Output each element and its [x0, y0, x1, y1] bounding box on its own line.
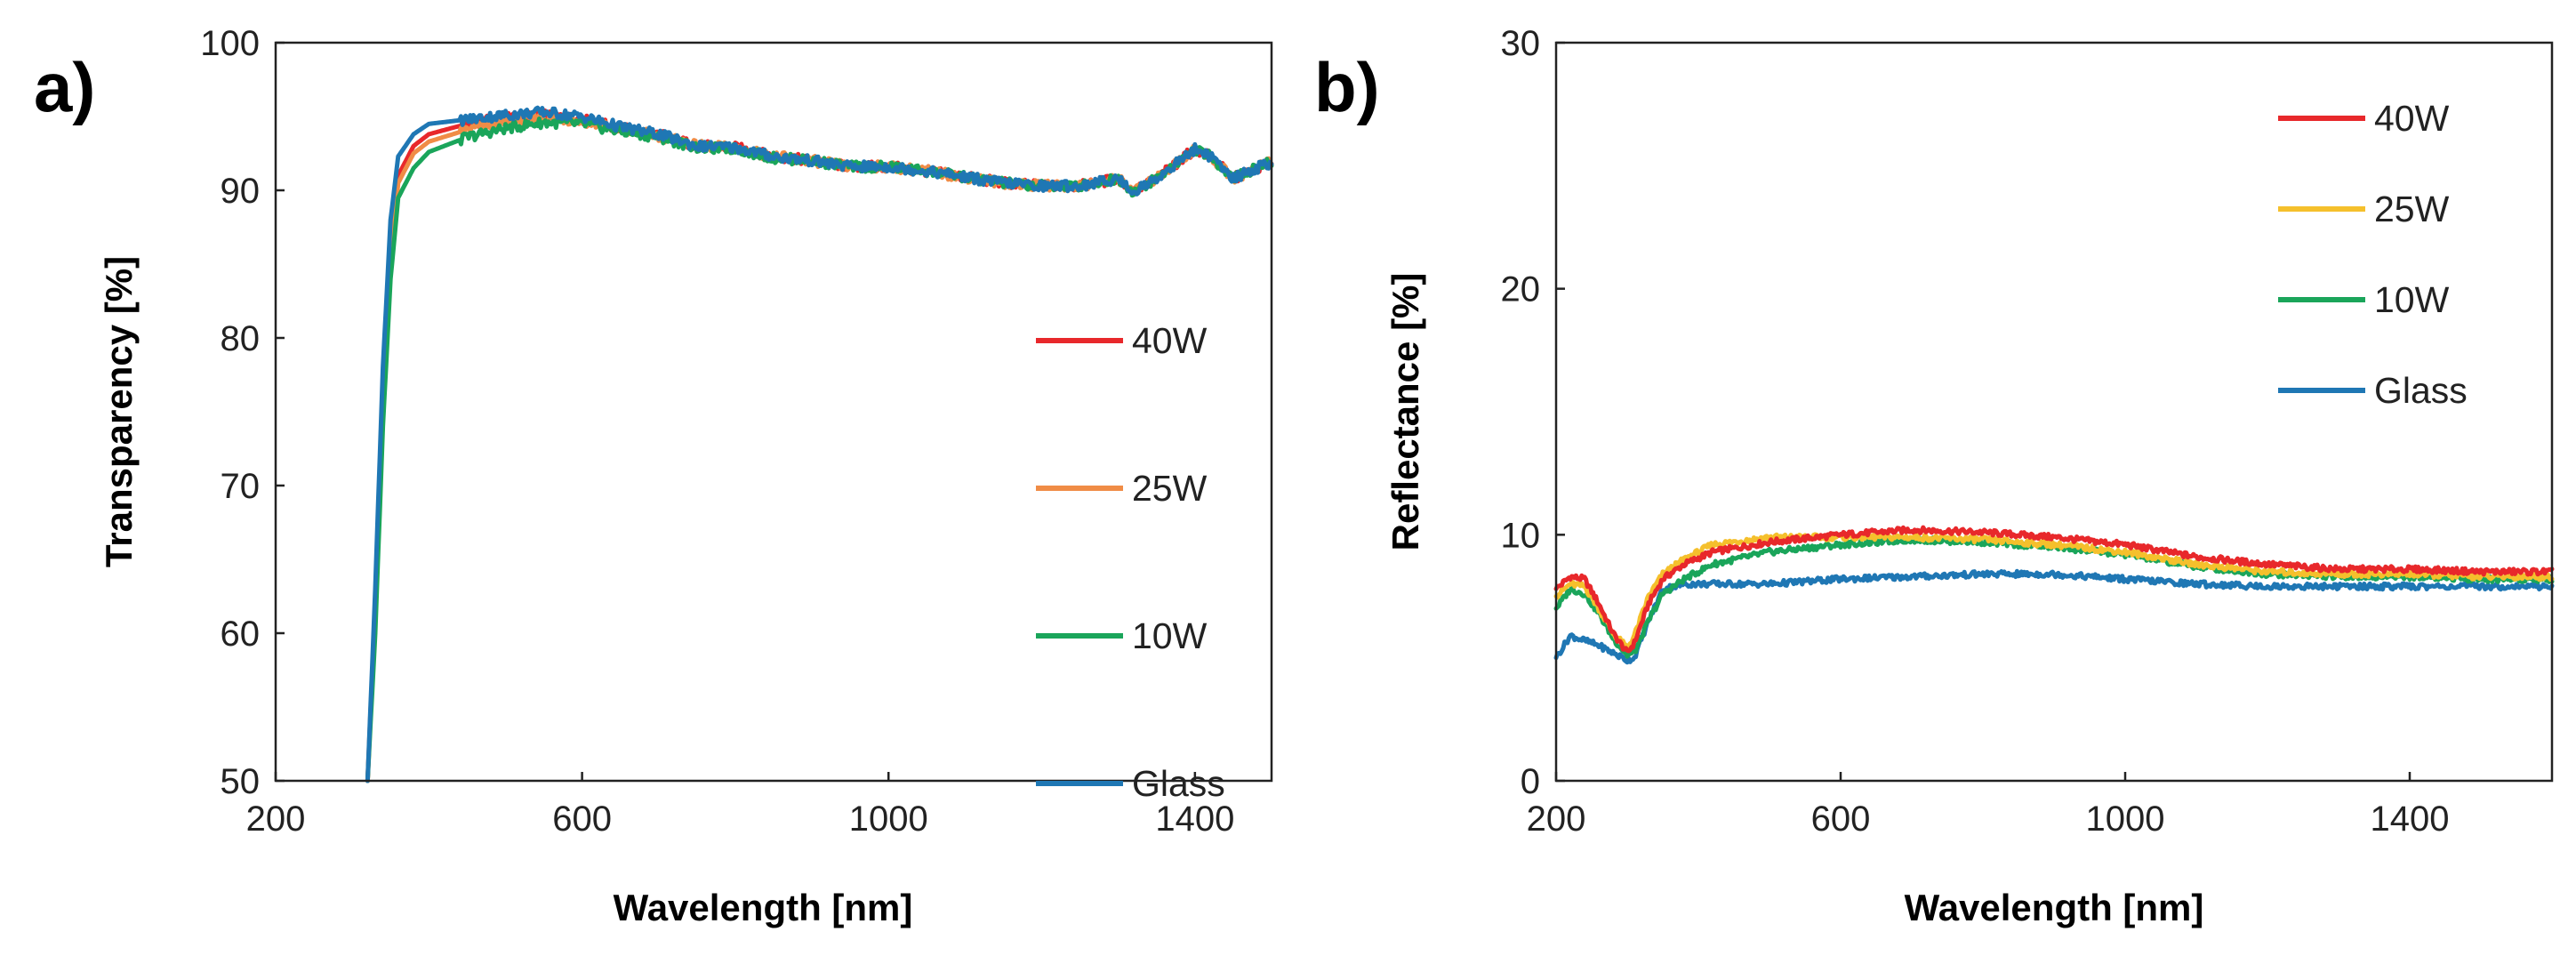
panel-b-label: b)	[1314, 48, 1380, 126]
a-legend-label-40w: 40W	[1132, 320, 1208, 361]
a-y-tick-label: 60	[221, 615, 261, 654]
a-series-line-40w	[365, 108, 1274, 783]
panel-b-series-group	[1553, 525, 2555, 665]
panel-a-plot-frame	[274, 41, 1273, 783]
panel-a-chart: a) 50 60 70 80 90 100 200 600 1000 1400 Waveleng…	[34, 24, 1274, 928]
a-y-tick-label: 80	[221, 319, 261, 358]
b-x-tick-label: 600	[1811, 799, 1871, 839]
panel-b-x-axis-title: Wavelength [nm]	[1905, 887, 2204, 928]
panel-a-series-group	[365, 105, 1274, 783]
panel-b-y-ticks: 0 10 20 30	[1501, 24, 1565, 801]
panel-b-x-ticks: 200 600 1000 1400	[1527, 772, 2450, 839]
panel-a-label: a)	[34, 48, 95, 126]
a-series-line-25w	[365, 112, 1274, 783]
a-y-tick-label: 100	[200, 24, 260, 63]
b-y-tick-label: 10	[1501, 516, 1541, 555]
b-legend-label-10w: 10W	[2374, 279, 2450, 320]
a-y-tick-label: 90	[221, 172, 261, 211]
b-x-tick-label: 1400	[2371, 799, 2450, 839]
b-series-line-40w	[1553, 525, 2555, 654]
a-x-tick-label: 1000	[849, 799, 928, 839]
b-y-tick-label: 20	[1501, 270, 1541, 309]
panel-b-chart: b) 0 10 20 30 200 600 1000 1400 Wavelength [nm…	[1314, 24, 2555, 928]
panel-a-legend: 40W 25W 10W Glass	[1036, 320, 1225, 804]
b-legend-label-25w: 25W	[2374, 189, 2450, 229]
panel-a-y-ticks: 50 60 70 80 90 100	[200, 24, 285, 801]
panel-b-y-axis-title: Reflectance [%]	[1384, 273, 1426, 551]
a-legend-label-25w: 25W	[1132, 468, 1208, 509]
b-y-tick-label: 0	[1521, 762, 1540, 801]
b-x-tick-label: 1000	[2086, 799, 2165, 839]
a-series-line-glass	[365, 105, 1274, 783]
panel-a-x-ticks: 200 600 1000 1400	[246, 772, 1234, 839]
b-legend-label-glass: Glass	[2374, 370, 2468, 411]
a-x-tick-label: 600	[552, 799, 612, 839]
panel-a-y-axis-title: Transparency [%]	[98, 256, 140, 567]
a-legend-label-glass: Glass	[1132, 763, 1225, 804]
b-legend-label-40w: 40W	[2374, 98, 2450, 139]
a-x-tick-label: 1400	[1155, 799, 1234, 839]
a-y-tick-label: 50	[221, 762, 261, 801]
a-series-line-10w	[365, 116, 1274, 783]
b-x-tick-label: 200	[1527, 799, 1586, 839]
a-legend-label-10w: 10W	[1132, 615, 1208, 656]
panel-a-x-axis-title: Wavelength [nm]	[614, 887, 913, 928]
a-y-tick-label: 70	[221, 467, 261, 506]
b-series-line-glass	[1553, 568, 2555, 665]
a-x-tick-label: 200	[246, 799, 306, 839]
b-y-tick-label: 30	[1501, 24, 1541, 63]
panel-b-plot-frame	[1554, 41, 2554, 783]
panel-b-legend: 40W 25W 10W Glass	[2278, 98, 2468, 411]
